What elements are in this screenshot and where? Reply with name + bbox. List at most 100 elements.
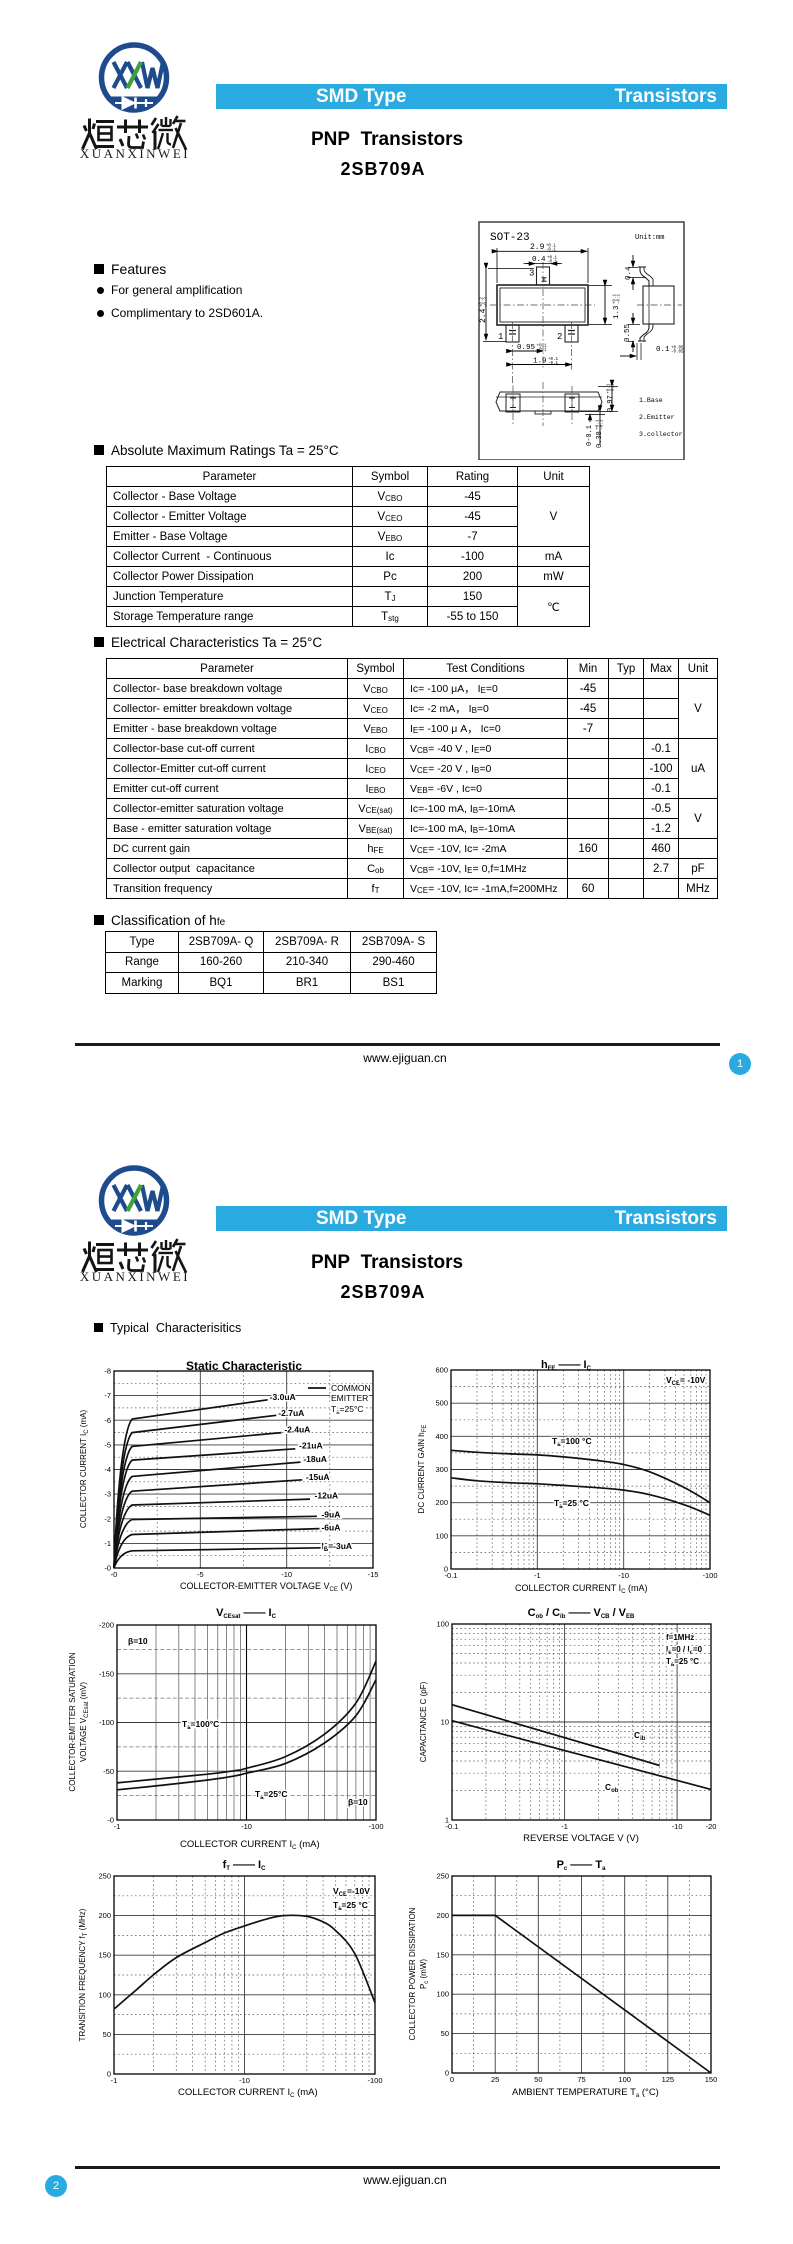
svg-text:Ta​=25 °C: Ta​=25 °C — [333, 1900, 368, 1912]
svg-text:β=10: β=10 — [128, 1636, 148, 1646]
svg-text:-100: -100 — [367, 2076, 382, 2085]
svg-text:VCE​= -10V: VCE​= -10V — [666, 1375, 706, 1387]
svg-text:-0.1: -0.1 — [601, 419, 605, 430]
svg-text:-1: -1 — [114, 1822, 121, 1831]
svg-text:-3.0uA: -3.0uA — [270, 1392, 296, 1402]
svg-text:25: 25 — [491, 2075, 499, 2084]
svg-text:0.1: 0.1 — [656, 346, 670, 354]
svg-text:-8: -8 — [104, 1367, 111, 1376]
svg-text:0: 0 — [444, 1565, 448, 1574]
svg-text:-0: -0 — [104, 1564, 111, 1573]
svg-text:-4: -4 — [104, 1465, 111, 1474]
svg-text:COLLECTOR CURRENT IC​ (mA: COLLECTOR CURRENT IC​ (mA) — [180, 1839, 320, 1851]
svg-text:1: 1 — [445, 1816, 449, 1825]
svg-text:0: 0 — [107, 2070, 111, 2079]
svg-text:-1: -1 — [104, 1539, 111, 1548]
svg-text:VOLTAGE VCEsat​ (mV): VOLTAGE VCEsat​ (mV) — [79, 1682, 90, 1762]
svg-text:Pc​ —— Ta​: Pc​ —— Ta​ — [557, 1859, 607, 1872]
svg-text:-10: -10 — [672, 1822, 683, 1831]
svg-text:-150: -150 — [99, 1669, 114, 1678]
svg-text:-0.1: -0.1 — [548, 362, 559, 366]
svg-text:1.Base: 1.Base — [639, 397, 663, 404]
svg-text:-10: -10 — [239, 2076, 250, 2085]
svg-text:-200: -200 — [99, 1621, 114, 1630]
svg-text:+0.1: +0.1 — [597, 419, 601, 430]
svg-text:1.3: 1.3 — [613, 305, 621, 319]
svg-text:COLLECTOR POWER DISSIPATION: COLLECTOR POWER DISSIPATION — [408, 1907, 417, 2040]
svg-text:-3: -3 — [104, 1490, 111, 1499]
svg-text:150: 150 — [98, 1951, 111, 1960]
svg-text:100: 100 — [98, 1990, 111, 1999]
svg-text:Ta​=100 °C: Ta​=100 °C — [552, 1436, 592, 1448]
svg-text:500: 500 — [435, 1399, 448, 1408]
svg-text:1: 1 — [498, 332, 503, 342]
svg-text:Ta​=25°C: Ta​=25°C — [331, 1404, 364, 1416]
svg-text:-10: -10 — [241, 1822, 252, 1831]
svg-text:VCEsat​ —— IC​: VCEsat​ —— IC​ — [216, 1607, 277, 1620]
svg-text:IB​=-3uA: IB​=-3uA — [321, 1541, 352, 1553]
svg-text:Ta​=25°C: Ta​=25°C — [255, 1789, 288, 1801]
svg-text:+0.1: +0.1 — [608, 383, 612, 394]
svg-text:-5: -5 — [197, 1570, 204, 1579]
svg-text:-2: -2 — [104, 1514, 111, 1523]
svg-text:-1: -1 — [534, 1571, 541, 1580]
svg-text:0.4: 0.4 — [625, 266, 633, 280]
svg-text:-0.2: -0.2 — [485, 297, 489, 308]
svg-text:Ta​=100°C: Ta​=100°C — [182, 1719, 219, 1731]
svg-text:Cob​ / Cib​ —— VCB​ / VEB​: Cob​ / Cib​ —— VCB​ / VEB​ — [528, 1607, 635, 1620]
svg-text:0: 0 — [450, 2075, 454, 2084]
svg-text:50: 50 — [441, 2029, 449, 2038]
svg-text:100: 100 — [435, 1531, 448, 1540]
svg-text:-1: -1 — [111, 2076, 118, 2085]
svg-text:-0.1: -0.1 — [537, 349, 548, 353]
svg-text:-100: -100 — [368, 1822, 383, 1831]
svg-text:200: 200 — [98, 1911, 111, 1920]
svg-text:CAPACITANCE C (pF): CAPACITANCE C (pF) — [419, 1681, 428, 1762]
svg-text:-5: -5 — [104, 1440, 111, 1449]
svg-text:0-0.1: 0-0.1 — [586, 425, 594, 446]
svg-text:3: 3 — [529, 269, 534, 279]
svg-text:-0.1: -0.1 — [547, 261, 558, 265]
svg-text:-1: -1 — [561, 1822, 568, 1831]
svg-text:Unit:mm: Unit:mm — [635, 234, 664, 242]
svg-text:-18uA: -18uA — [303, 1454, 327, 1464]
svg-text:Ta​=25 °C: Ta​=25 °C — [666, 1657, 699, 1668]
svg-text:REVERSE VOLTAGE V (V): REVERSE VOLTAGE V (V) — [523, 1833, 639, 1844]
svg-text:1.9: 1.9 — [533, 358, 547, 366]
svg-text:0.97: 0.97 — [607, 395, 615, 412]
svg-text:100: 100 — [436, 1620, 449, 1629]
svg-text:Pc​ (mW): Pc​ (mW) — [419, 1959, 430, 1989]
svg-text:SOT-23: SOT-23 — [490, 232, 530, 244]
svg-text:-0: -0 — [107, 1816, 114, 1825]
svg-text:-0.1: -0.1 — [445, 1571, 458, 1580]
svg-text:VCE​=-10V: VCE​=-10V — [333, 1886, 370, 1898]
svg-text:COLLECTOR-EMITTER VOLTAGE V: COLLECTOR-EMITTER VOLTAGE VCE​ (V) — [180, 1581, 352, 1593]
svg-text:hFE​ —— IC​: hFE​ —— IC​ — [541, 1359, 592, 1372]
svg-text:300: 300 — [435, 1465, 448, 1474]
svg-text:2.Emitter: 2.Emitter — [639, 414, 675, 421]
svg-text:-2.4uA: -2.4uA — [284, 1425, 310, 1435]
svg-text:2.9: 2.9 — [530, 243, 545, 252]
svg-text:Ie​=0 / Ic​=0: Ie​=0 / Ic​=0 — [666, 1645, 703, 1656]
svg-text:-6uA: -6uA — [321, 1522, 340, 1532]
svg-text:50: 50 — [103, 2030, 111, 2039]
svg-text:Cob​: Cob​ — [605, 1782, 619, 1794]
svg-text:-100: -100 — [702, 1571, 717, 1580]
svg-text:COMMON: COMMON — [331, 1383, 371, 1393]
svg-text:600: 600 — [435, 1366, 448, 1375]
svg-text:400: 400 — [435, 1432, 448, 1441]
svg-text:0.4: 0.4 — [532, 256, 546, 264]
svg-text:-15uA: -15uA — [306, 1472, 330, 1482]
svg-text:-0.1: -0.1 — [612, 383, 616, 394]
svg-text:COLLECTOR CURRENT IC​ (m: COLLECTOR CURRENT IC​ (mA) — [515, 1583, 648, 1595]
svg-text:250: 250 — [436, 1872, 449, 1881]
svg-text:-0.05: -0.05 — [671, 351, 684, 355]
svg-text:75: 75 — [577, 2075, 585, 2084]
svg-text:200: 200 — [436, 1911, 449, 1920]
svg-text:-20: -20 — [706, 1822, 717, 1831]
svg-text:-10: -10 — [281, 1570, 292, 1579]
svg-text:0: 0 — [445, 2069, 449, 2078]
svg-text:+0.05: +0.05 — [671, 347, 684, 351]
svg-text:-0.1: -0.1 — [546, 249, 557, 253]
svg-text:0.38: 0.38 — [596, 431, 604, 448]
